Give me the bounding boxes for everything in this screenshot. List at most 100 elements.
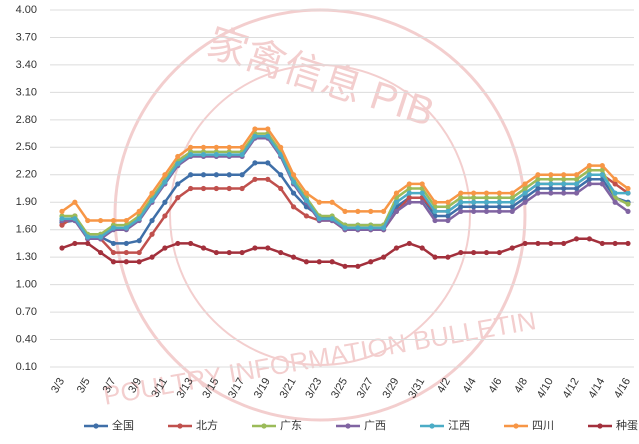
data-point [226,172,232,178]
data-point [419,199,425,205]
data-point [149,217,155,224]
legend-marker [429,423,435,429]
data-point [136,238,142,244]
data-point [368,208,374,214]
data-point [290,254,297,260]
data-point [625,190,631,196]
legend-label: 北方 [196,418,218,432]
data-point [432,199,438,205]
y-tick-label: 1.30 [16,251,37,263]
data-point [509,190,515,196]
data-point [265,133,271,139]
data-point [290,179,297,185]
data-point [239,144,245,150]
data-point [471,195,477,201]
data-point [290,190,297,196]
data-point [548,190,554,196]
data-point [149,197,155,203]
data-point [573,172,580,178]
data-point [548,185,554,192]
data-point [303,213,310,219]
data-point [535,181,541,187]
data-point [200,185,207,192]
data-point [200,144,207,150]
data-point [252,245,258,251]
data-point [123,249,129,256]
data-point [406,195,412,201]
data-point [445,199,451,205]
data-point [561,240,567,247]
data-point [535,240,541,247]
data-point [252,133,258,139]
data-point [252,126,258,132]
data-point [599,172,605,178]
data-point [175,161,181,167]
y-tick-label: 1.00 [16,279,37,291]
data-point [278,144,284,150]
data-point [59,245,65,251]
data-point [188,172,194,178]
data-point [175,181,181,187]
data-point [612,199,618,205]
data-point [393,190,400,196]
data-point [226,249,232,256]
legend-marker [93,423,99,429]
y-tick-label: 0.70 [16,306,37,318]
data-point [483,204,490,210]
data-point [213,172,219,178]
data-point [213,249,219,256]
data-point [72,199,78,205]
data-point [612,181,618,187]
data-point [458,199,464,205]
data-point [573,176,580,182]
data-point [393,199,400,205]
data-point [496,190,502,196]
data-point [496,199,502,205]
y-tick-label: 2.20 [16,169,37,181]
data-point [561,172,567,178]
data-point [188,240,194,247]
data-point [355,225,361,231]
data-point [483,208,490,214]
data-point [445,217,451,224]
legend-marker [345,423,351,429]
data-point [123,240,129,247]
data-point [136,208,142,214]
data-point [355,208,361,214]
data-point [625,185,631,192]
data-point [471,208,477,214]
data-point [59,222,65,228]
data-point [239,152,245,158]
data-point [419,245,425,251]
data-point [586,181,593,187]
data-point [368,225,374,231]
data-point [123,259,129,265]
data-point [471,204,477,210]
data-point [97,249,104,256]
data-point [188,152,194,158]
data-point [380,254,387,260]
data-point [625,208,631,214]
data-point [368,259,374,265]
legend-label: 四川 [532,420,554,432]
data-point [149,254,155,260]
data-point [458,208,464,214]
data-point [72,216,78,222]
data-point [625,201,631,207]
data-point [522,195,528,201]
data-point [586,236,593,242]
data-point [213,144,219,150]
data-point [278,172,284,178]
data-point [406,240,412,247]
data-point [355,263,361,269]
data-point [329,199,335,205]
data-point [265,126,271,132]
data-point [509,245,515,251]
data-point [535,176,541,182]
data-point [97,234,104,240]
data-point [85,234,91,240]
legend-marker [177,423,183,429]
data-point [393,245,400,251]
data-point [419,181,425,187]
